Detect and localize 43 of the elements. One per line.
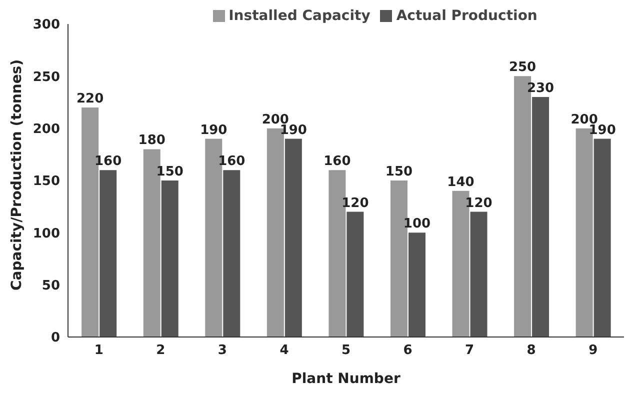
bar [532,97,550,337]
x-tick-label: 4 [280,343,289,358]
x-tick-label: 5 [341,343,351,358]
data-label: 140 [447,174,474,190]
bar [161,180,178,337]
data-label: 180 [138,133,166,148]
y-tick-label: 100 [32,226,60,242]
y-tick-label: 300 [32,18,60,33]
bar [470,212,488,337]
y-tick-label: 50 [42,278,60,294]
x-axis-title: Plant Number [292,371,400,387]
legend-label: Installed Capacity [228,8,370,24]
data-label: 250 [508,60,536,76]
x-tick-label: 9 [588,343,598,358]
data-label: 120 [342,196,369,211]
data-label: 150 [385,164,413,180]
y-tick-label: 0 [50,330,60,346]
x-tick-label: 2 [156,343,166,358]
y-tick-label: 250 [32,70,60,85]
y-axis-title: Capacity/Production (tonnes) [8,59,25,290]
data-label: 120 [465,196,492,211]
data-label: 230 [526,81,554,96]
x-tick-label: 6 [403,343,412,358]
data-label: 100 [403,216,431,232]
bar [100,170,117,337]
x-tick-label: 8 [526,343,536,358]
bar [346,212,364,337]
bar [223,170,240,337]
data-label: 160 [94,154,122,170]
x-tick-label: 7 [465,343,474,358]
data-label: 160 [218,154,246,170]
x-tick-label: 1 [94,343,104,358]
bar [594,138,611,337]
data-label: 150 [156,164,184,180]
y-tick-label: 150 [32,174,60,190]
x-tick-label: 3 [218,343,227,358]
data-label: 160 [324,154,351,170]
data-label: 220 [76,91,104,106]
y-tick-label: 200 [32,122,60,137]
legend-label: Actual Production [396,8,538,24]
bar [408,232,426,337]
data-label: 190 [200,122,228,138]
bar [284,138,302,337]
